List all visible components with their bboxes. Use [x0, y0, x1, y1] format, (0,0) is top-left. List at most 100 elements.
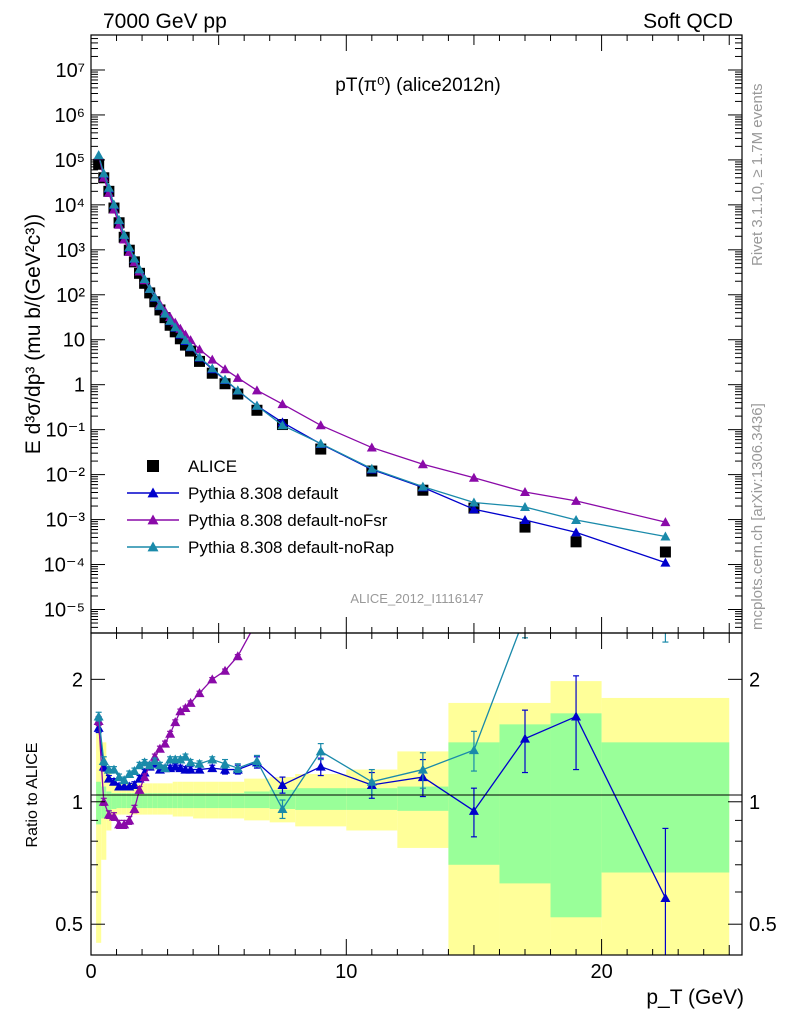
data-point [315, 443, 327, 455]
ratio-point [194, 764, 205, 774]
ratio-point [165, 728, 176, 738]
green-band-bin [218, 793, 232, 809]
legend-label: Pythia 8.308 default-noRap [188, 538, 394, 557]
data-point [571, 527, 582, 537]
data-point [103, 182, 114, 192]
green-band-bin [131, 793, 137, 809]
ratio-point [417, 764, 428, 774]
axis-ticks [90, 34, 742, 955]
data-point [277, 420, 288, 430]
green-band-bin [111, 793, 117, 809]
ratio-point [277, 581, 287, 590]
legend-label: ALICE [188, 457, 237, 476]
green-band-bin [346, 788, 398, 810]
main-y-tick-label: 10⁴ [54, 195, 85, 217]
ratio-point [207, 674, 218, 684]
data-point [108, 199, 119, 209]
ratio-point [154, 743, 165, 753]
ratio-point [366, 776, 377, 786]
main-y-tick-label: 10⁶ [55, 105, 85, 127]
x-axis-label: p_T (GeV) [646, 986, 744, 1009]
ratio-point [160, 763, 171, 773]
data-point [660, 557, 671, 567]
data-point [251, 404, 263, 416]
data-point [660, 517, 671, 527]
ratio-y-tick-label: 0.5 [55, 914, 83, 936]
ratio-point [134, 760, 145, 770]
ratio-point [124, 769, 135, 779]
ratio-point [571, 351, 581, 360]
green-band-bin [162, 793, 168, 809]
data-point [114, 215, 125, 225]
data-point [277, 399, 288, 409]
data-point [570, 536, 582, 548]
ratio-point [185, 764, 196, 774]
green-band-bin [106, 791, 112, 813]
data-point [179, 339, 191, 351]
data-point [660, 531, 671, 541]
legend: ALICE Pythia 8.308 default Pythia 8.308 de… [127, 457, 394, 557]
data-point [175, 328, 186, 338]
data-point [119, 229, 130, 239]
data-point [139, 273, 150, 283]
legend-marker [147, 514, 159, 525]
ratio-point [194, 758, 205, 768]
data-point [160, 308, 171, 318]
ratio-point [315, 761, 326, 771]
ratio-point [93, 711, 104, 721]
ratio-point [367, 502, 377, 511]
data-point [232, 385, 243, 395]
header-energy: 7000 GeV pp [103, 10, 227, 33]
data-point [180, 335, 191, 345]
main-y-tick-label: 10 [63, 330, 85, 352]
green-band-bin [295, 788, 347, 810]
ratio-point [129, 803, 140, 813]
x-tick-label: 20 [590, 961, 612, 983]
ratio-uncertainty-bands [96, 681, 730, 955]
data-point [98, 168, 109, 178]
legend-marker [147, 541, 159, 552]
green-band-bin [244, 791, 270, 809]
ratio-point [660, 614, 670, 623]
series-pythia-8-308-default [93, 151, 671, 567]
main-y-tick-label: 10⁻² [46, 465, 86, 487]
ratio-point [468, 745, 479, 755]
ratio-y-tick-label: 1 [72, 792, 83, 814]
yellow-band-bin [96, 718, 102, 943]
ratio-point [571, 600, 581, 609]
ratio-y-tick-label: 2 [72, 669, 83, 691]
legend-label: Pythia 8.308 default-noFsr [188, 511, 388, 530]
legend-label: Pythia 8.308 default [188, 484, 339, 503]
data-point [149, 296, 161, 308]
main-plot-marks [93, 150, 671, 567]
data-point [93, 158, 105, 170]
ratio-point [175, 754, 186, 764]
rivet-version-label: Rivet 3.1.10, ≥ 1.7M events [749, 84, 766, 267]
ratio-point [207, 763, 218, 773]
data-point [366, 463, 377, 473]
green-band-bin [231, 793, 245, 809]
data-point [207, 354, 218, 364]
data-point [417, 481, 428, 491]
ratio-plot-marks [93, 351, 671, 955]
main-y-tick-label: 10⁻⁴ [44, 555, 85, 577]
data-point [659, 546, 671, 558]
ratio-series-pythia-8-308-default-norap [93, 600, 670, 820]
data-point [170, 322, 181, 332]
data-point [220, 364, 231, 374]
ratio-point [160, 738, 171, 748]
ratio-point [194, 688, 205, 698]
data-point [468, 504, 479, 514]
green-band-bin [152, 793, 158, 809]
main-y-tick-labels: 10⁻⁵ 10⁻⁴ 10⁻³ 10⁻² 10⁻¹ 1 10 10² 10³ 10⁴ 10⁵ 10⁶ 10… [44, 60, 86, 622]
x-tick-label: 0 [85, 961, 96, 983]
ratio-point [119, 819, 130, 829]
data-point [232, 372, 243, 382]
ratio-point [134, 784, 145, 794]
green-band-bin [136, 793, 143, 809]
ratio-point [98, 755, 109, 765]
ratio-point [251, 755, 262, 765]
x-tick-labels: 0 10 20 [85, 961, 612, 983]
main-y-tick-label: 10⁻¹ [46, 420, 86, 442]
